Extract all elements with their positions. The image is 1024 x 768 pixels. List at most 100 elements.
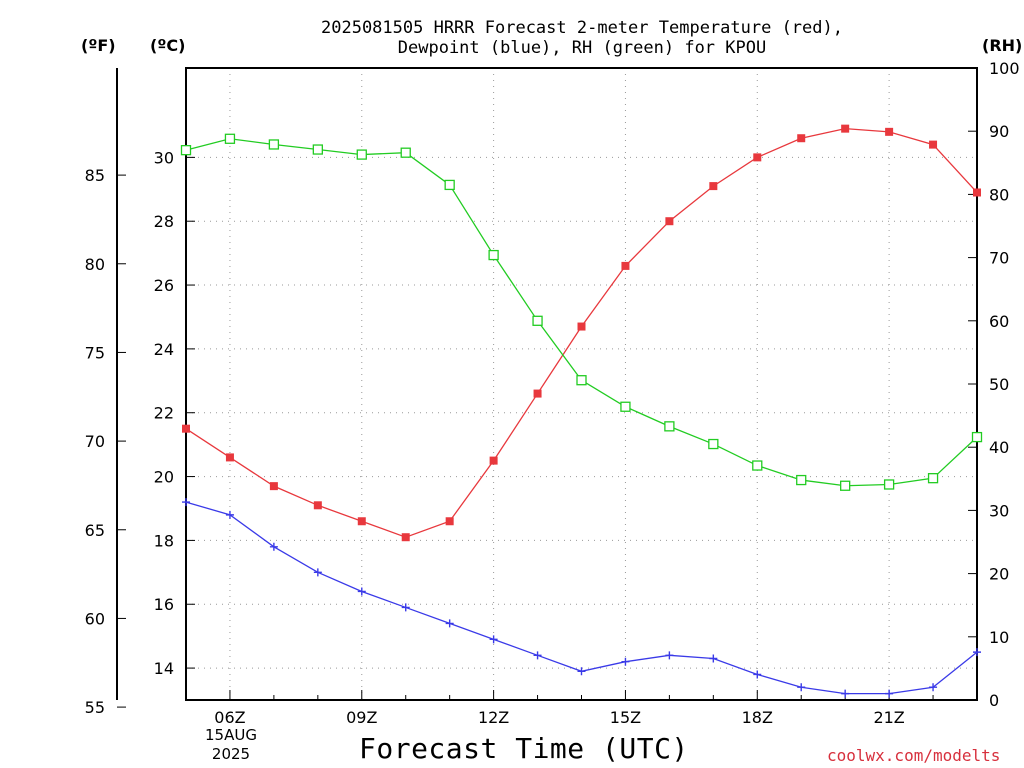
x-axis-label: Forecast Time (UTC) (359, 732, 689, 765)
dewpoint-point (885, 689, 894, 698)
dewpoint-point (577, 667, 586, 676)
celsius-tick-label: 30 (154, 148, 174, 167)
temperature-point (665, 217, 674, 226)
temperature-point (973, 188, 981, 197)
temperature-point (357, 517, 366, 526)
rh-point (488, 249, 499, 261)
date-year-label: 2025 (211, 745, 251, 763)
fahrenheit-tick-label: 85 (85, 166, 105, 185)
dewpoint-point (489, 635, 498, 644)
rh-point (268, 139, 280, 150)
temperature-point (797, 134, 806, 143)
series (180, 124, 983, 698)
temperature-point (445, 517, 454, 526)
dewpoint-point (225, 510, 234, 519)
rh-point (180, 145, 192, 156)
fahrenheit-tick-label: 75 (85, 343, 105, 362)
rh-point (356, 149, 367, 160)
rh-tick-label: 30 (989, 501, 1009, 520)
rh-tick-label: 80 (989, 185, 1009, 204)
dewpoint-point (357, 587, 366, 596)
rh-tick-label: 100 (989, 59, 1020, 78)
dewpoint-point (401, 603, 410, 612)
fahrenheit-tick-label: 55 (85, 698, 105, 717)
temperature-point (182, 424, 190, 433)
temperature-point (709, 182, 718, 191)
dewpoint-point (841, 689, 850, 698)
rh-tick-label: 0 (989, 691, 999, 710)
temperature-point (885, 127, 894, 136)
x-tick-label: 21Z (873, 708, 904, 727)
rh-point (971, 431, 983, 443)
celsius-unit-label: (ºC) (150, 36, 186, 55)
temperature-point (533, 389, 542, 398)
temperature-point (577, 322, 586, 331)
rh-point (312, 144, 323, 155)
celsius-tick-label: 26 (154, 276, 174, 295)
temperature-point (753, 153, 762, 162)
rh-point (883, 479, 895, 490)
celsius-tick-label: 18 (154, 531, 174, 550)
fahrenheit-tick-label: 80 (85, 255, 105, 274)
temperature-point (225, 453, 234, 462)
chart-title-line2: Dewpoint (blue), RH (green) for KPOU (397, 38, 767, 58)
rh-tick-label: 70 (989, 249, 1009, 268)
dewpoint-point (929, 683, 938, 692)
temperature-point (401, 533, 410, 542)
rh-point (224, 133, 236, 144)
temperature-line (185, 127, 978, 538)
credit-link[interactable]: coolwx.com/modelts (827, 746, 1001, 765)
temperature-point (313, 501, 322, 510)
dewpoint-point (665, 651, 674, 660)
dewpoint-point (709, 654, 718, 663)
x-tick-label: 09Z (346, 708, 377, 727)
celsius-tick-label: 24 (154, 340, 174, 359)
rh-point (840, 480, 851, 491)
celsius-tick-label: 14 (154, 659, 174, 678)
celsius-tick-label: 22 (154, 404, 174, 423)
rh-unit-label: (RH) (982, 36, 1023, 55)
temperature-point (489, 456, 498, 465)
rh-line (185, 138, 978, 487)
fahrenheit-unit-label: (ºF) (81, 36, 116, 55)
axes: 14 16 18 20 22 24 26 28 30 55 60 65 70 75 80 85 0 10 20 30 4… (85, 59, 1020, 727)
dewpoint-line (185, 501, 978, 695)
x-tick-label: 06Z (214, 708, 245, 727)
dewpoint-point (182, 498, 190, 507)
dewpoint-point (313, 568, 322, 577)
rh-tick-label: 50 (989, 375, 1009, 394)
rh-point (444, 179, 455, 191)
rh-point (400, 147, 411, 158)
fahrenheit-tick-label: 65 (85, 521, 105, 540)
rh-point (752, 460, 763, 471)
chart-title-line1: 2025081505 HRRR Forecast 2-meter Tempera… (321, 18, 843, 38)
rh-tick-label: 40 (989, 438, 1009, 457)
rh-point (708, 438, 719, 450)
dewpoint-point (445, 619, 454, 628)
dewpoint-point (973, 648, 981, 657)
rh-point (664, 421, 675, 432)
x-tick-label: 18Z (742, 708, 773, 727)
temperature-series (182, 124, 981, 542)
dewpoint-point (753, 670, 762, 679)
temperature-point (929, 140, 938, 149)
temperature-point (269, 482, 278, 491)
celsius-tick-label: 20 (154, 468, 174, 487)
rh-point (576, 375, 587, 386)
x-tick-label: 15Z (610, 708, 641, 727)
x-tick-label: 12Z (478, 708, 509, 727)
rh-point (532, 315, 543, 326)
temperature-point (621, 261, 630, 270)
date-day-label: 15AUG (205, 726, 257, 744)
rh-tick-label: 60 (989, 312, 1009, 331)
rh-tick-label: 10 (989, 628, 1009, 647)
dewpoint-point (797, 683, 806, 692)
fahrenheit-tick-label: 60 (85, 609, 105, 628)
rh-point (927, 473, 939, 484)
rh-tick-label: 20 (989, 565, 1009, 584)
temperature-point (841, 124, 850, 133)
rh-tick-label: 90 (989, 122, 1009, 141)
dewpoint-point (621, 657, 630, 666)
celsius-tick-label: 28 (154, 212, 174, 231)
